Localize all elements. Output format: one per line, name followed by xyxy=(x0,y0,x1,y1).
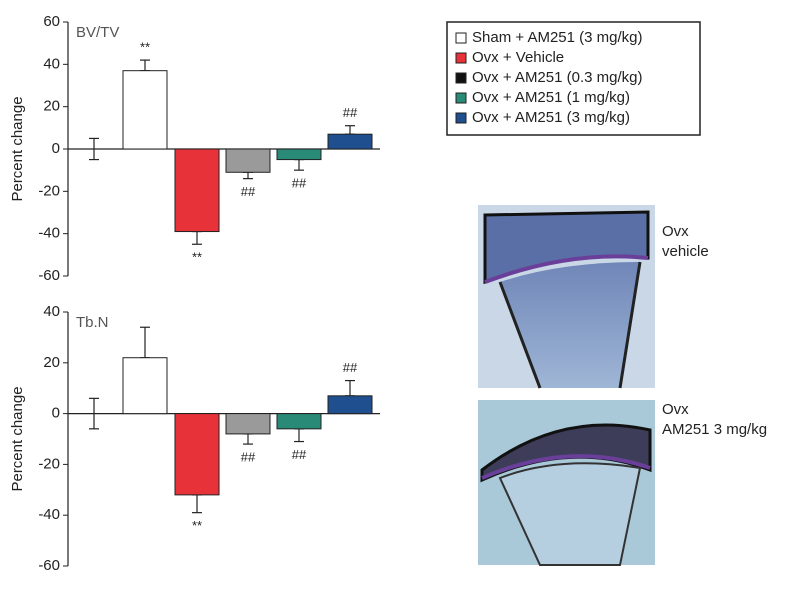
annotation: ## xyxy=(343,105,358,120)
y-tick-label: 20 xyxy=(43,354,60,371)
histology-top xyxy=(478,205,655,389)
y-tick-label: 60 xyxy=(43,13,60,30)
panel-label: vehicle xyxy=(662,243,709,260)
y-tick-label: -20 xyxy=(38,455,60,472)
legend-label: Sham + AM251 (3 mg/kg) xyxy=(472,29,643,46)
panel-label: Ovx xyxy=(662,223,689,240)
bar xyxy=(174,148,220,233)
y-tick-label: 0 xyxy=(52,140,60,157)
y-tick-label: -40 xyxy=(38,506,60,523)
annotation: ** xyxy=(192,518,202,533)
y-axis-label: Percent change xyxy=(9,386,26,491)
bar xyxy=(174,413,220,496)
annotation: ** xyxy=(192,250,202,265)
legend-swatch xyxy=(455,52,467,64)
y-tick-label: 20 xyxy=(43,98,60,115)
annotation: ## xyxy=(241,450,256,465)
bar xyxy=(225,148,271,173)
annotation: ** xyxy=(140,40,150,55)
legend-label: Ovx + AM251 (3 mg/kg) xyxy=(472,109,630,126)
bar xyxy=(122,70,168,150)
bar xyxy=(122,357,168,415)
legend-label: Ovx + AM251 (1 mg/kg) xyxy=(472,89,630,106)
bar xyxy=(276,148,322,161)
y-tick-label: -60 xyxy=(38,267,60,284)
y-axis-label: Percent change xyxy=(9,96,26,201)
annotation: ## xyxy=(292,176,307,191)
y-tick-label: -20 xyxy=(38,182,60,199)
panel-label: Ovx xyxy=(662,401,689,418)
y-tick-label: -60 xyxy=(38,557,60,574)
legend-label: Ovx + Vehicle xyxy=(472,49,564,66)
chart-title: Tb.N xyxy=(76,314,109,331)
bar xyxy=(225,413,271,435)
y-tick-label: -40 xyxy=(38,225,60,242)
panel-label: AM251 3 mg/kg xyxy=(662,421,767,438)
chart-title: BV/TV xyxy=(76,24,119,41)
annotation: ## xyxy=(241,184,256,199)
histology-bottom xyxy=(478,400,655,566)
legend-swatch xyxy=(455,92,467,104)
bar xyxy=(327,395,373,415)
bar xyxy=(276,413,322,430)
y-tick-label: 0 xyxy=(52,405,60,422)
legend-label: Ovx + AM251 (0.3 mg/kg) xyxy=(472,69,643,86)
legend-box xyxy=(446,21,701,136)
y-tick-label: 40 xyxy=(43,55,60,72)
y-tick-label: 40 xyxy=(43,303,60,320)
legend-swatch xyxy=(455,32,467,44)
bar xyxy=(327,133,373,150)
legend-swatch xyxy=(455,112,467,124)
annotation: ## xyxy=(292,447,307,462)
legend-swatch xyxy=(455,72,467,84)
annotation: ## xyxy=(343,360,358,375)
